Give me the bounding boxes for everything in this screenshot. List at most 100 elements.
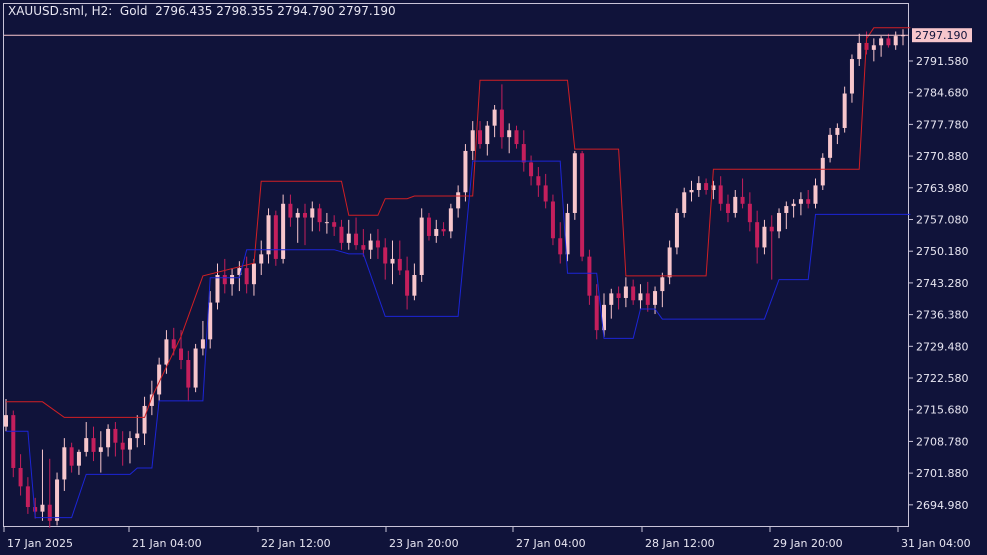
candle-body [375, 240, 380, 248]
candle [463, 144, 468, 202]
candle-body [33, 507, 38, 512]
candle [244, 256, 249, 294]
candle-body [813, 185, 818, 204]
candle [798, 192, 803, 216]
candle-body [317, 208, 322, 223]
candle [521, 130, 526, 172]
candle-body [565, 212, 570, 255]
candle-body [368, 240, 373, 250]
candle [740, 178, 745, 209]
candle-body [791, 203, 796, 207]
candle [230, 268, 235, 296]
candle [762, 219, 767, 255]
candle [324, 212, 329, 234]
candle-body [456, 192, 461, 209]
candle [828, 127, 833, 163]
candle-body [76, 451, 81, 466]
candle [777, 208, 782, 239]
candle [412, 263, 417, 301]
candle [106, 424, 111, 457]
candle-body [755, 222, 760, 248]
candle [25, 477, 30, 514]
candle [113, 422, 118, 457]
candle-body [25, 486, 30, 508]
candle-body [645, 293, 650, 305]
upper-channel-line [6, 27, 911, 418]
candle-body [113, 428, 118, 443]
plot-frame [3, 3, 909, 527]
candle [485, 121, 490, 156]
candle [842, 86, 847, 133]
candle [266, 208, 271, 264]
x-tick-label: 28 Jan 12:00 [645, 537, 715, 550]
candle-body [222, 275, 227, 285]
candle [755, 210, 760, 264]
candles-layer [4, 29, 905, 528]
candle-body [208, 302, 213, 340]
candle [478, 121, 483, 149]
candle [200, 320, 205, 356]
candle [725, 194, 730, 223]
candle-body [390, 258, 395, 264]
candle [638, 284, 643, 310]
candle [696, 176, 701, 197]
candle [580, 150, 585, 262]
candle [317, 203, 322, 232]
candle-body [616, 293, 621, 298]
candle-body [550, 201, 555, 239]
candle-body [718, 185, 723, 204]
candle [215, 263, 220, 310]
candle [901, 29, 905, 46]
candle [310, 201, 315, 232]
y-tick-label: 2770.880 [916, 150, 969, 163]
chart-title: XAUUSD.sml, H2: Gold 2796.435 2798.355 2… [8, 4, 396, 18]
y-tick-label: 2750.180 [916, 245, 969, 258]
candle [288, 194, 293, 227]
candle-body [361, 245, 366, 250]
candle-body [769, 226, 774, 232]
candle [441, 222, 446, 236]
candle-body [543, 185, 548, 202]
candle [47, 458, 52, 528]
candle [492, 105, 497, 138]
candle-body [266, 215, 271, 255]
candle-body [733, 196, 738, 213]
candle [499, 84, 504, 149]
candle-body [660, 277, 665, 292]
candle-body [871, 45, 876, 50]
candle-body [492, 109, 497, 126]
candle-body [470, 130, 475, 151]
y-tick-label: 2757.080 [916, 213, 969, 226]
candle-body [346, 233, 351, 243]
candle-body [762, 226, 767, 248]
candle [711, 180, 716, 200]
y-tick-label: 2763.980 [916, 182, 969, 195]
y-tick-label: 2694.980 [916, 499, 969, 512]
candle [857, 33, 862, 66]
candle [40, 449, 45, 521]
candle-body [631, 286, 636, 301]
candle-body [157, 364, 162, 395]
candle-body [499, 109, 504, 138]
candle [667, 240, 672, 285]
candle [806, 190, 811, 209]
candle-body [558, 238, 563, 255]
candle-body [383, 247, 388, 264]
candle-body [84, 438, 89, 452]
candle-body [193, 348, 198, 388]
candle-body [784, 206, 789, 213]
candle-body [441, 229, 446, 232]
candle [543, 173, 548, 209]
candle [718, 176, 723, 211]
candle-body [602, 304, 606, 331]
candle-body [419, 217, 424, 275]
candle-body [580, 153, 585, 257]
candle [645, 281, 650, 312]
candle [660, 272, 665, 308]
candle [536, 167, 541, 197]
candle-body [667, 247, 672, 278]
candle-body [638, 293, 643, 301]
candle [623, 277, 628, 308]
